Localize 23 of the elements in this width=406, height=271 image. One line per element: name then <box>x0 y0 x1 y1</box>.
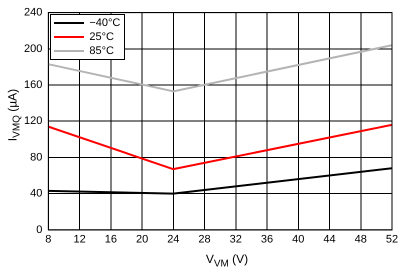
x-tick-label: 12 <box>73 233 86 246</box>
y-tick-label: 240 <box>24 6 42 19</box>
y-tick-label: 120 <box>24 115 42 128</box>
y-tick-label: 200 <box>24 42 42 55</box>
x-tick-label: 48 <box>354 233 367 246</box>
x-tick-label: 36 <box>260 233 274 246</box>
y-tick-label: 160 <box>24 79 42 92</box>
legend-label: 25°C <box>89 30 114 43</box>
x-tick-label: 28 <box>198 233 211 246</box>
y-tick-label: 80 <box>30 151 42 164</box>
y-tick-label: 0 <box>36 224 42 236</box>
x-axis-title: V$_{VM}$ (V) <box>204 252 250 269</box>
x-tick-label: 16 <box>104 233 117 246</box>
x-tick-label: 20 <box>136 233 148 246</box>
y-tick-label: 40 <box>30 188 42 200</box>
x-tick-label: 52 <box>386 233 398 246</box>
x-tick-label: 44 <box>323 233 336 246</box>
x-tick-label: 40 <box>292 233 304 246</box>
x-tick-label: 24 <box>167 233 180 246</box>
legend-label: 85°C <box>89 44 114 57</box>
x-tick-label: 8 <box>45 233 52 246</box>
x-tick-label: 32 <box>230 233 242 246</box>
legend-label: −40°C <box>89 16 120 29</box>
